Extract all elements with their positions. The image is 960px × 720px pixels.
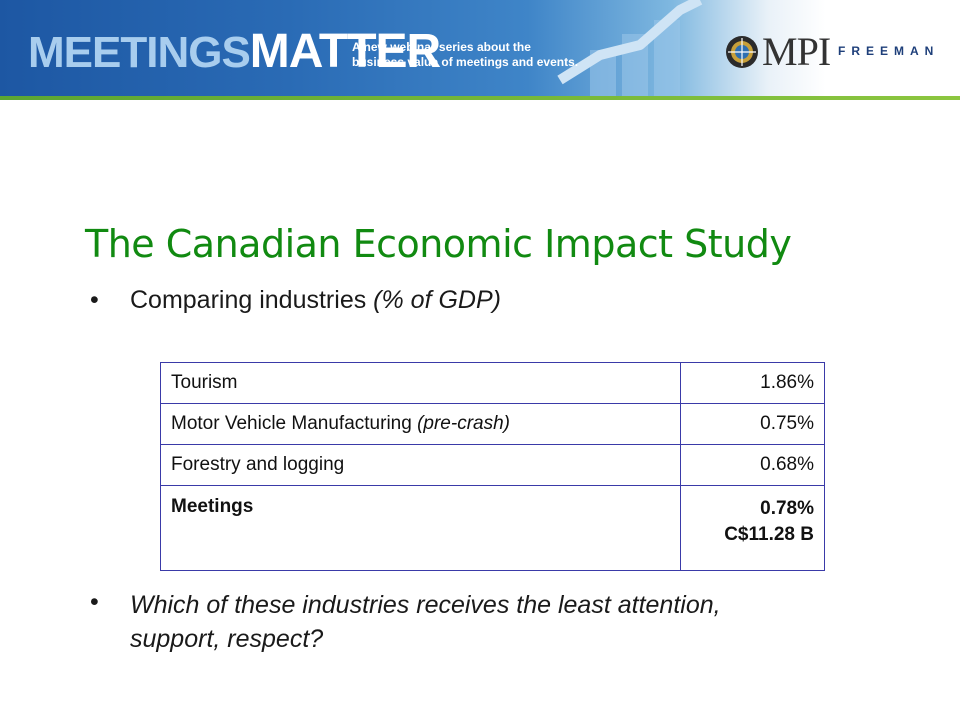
brand-logo: MEETINGS MATTER	[28, 24, 441, 78]
bullet-text: Comparing industries (% of GDP)	[130, 286, 501, 315]
brand-word-light: MEETINGS	[28, 28, 251, 77]
header-banner: MEETINGS MATTER A new webinar series abo…	[0, 0, 960, 100]
bullet-comparing-industries: • Comparing industries (% of GDP)	[90, 286, 710, 318]
industry-name: Forestry and logging	[171, 454, 345, 475]
bullet-dot: •	[90, 286, 99, 314]
industry-qualifier: (pre-crash)	[417, 413, 510, 434]
industry-name: Motor Vehicle Manufacturing	[171, 413, 418, 434]
meetings-gdp-percent: 0.78%	[760, 498, 814, 519]
meetings-gdp-dollars: C$11.28 B	[724, 524, 814, 545]
globe-icon	[726, 35, 758, 68]
gdp-share-value: 1.86%	[680, 362, 825, 404]
industry-gdp-table: Tourism 1.86% Motor Vehicle Manufacturin…	[160, 362, 825, 571]
banner-tagline: A new webinar series about the business …	[352, 40, 602, 70]
industry-label: Motor Vehicle Manufacturing (pre-crash)	[160, 403, 681, 445]
industry-name: Tourism	[171, 372, 238, 393]
mpi-wordmark: MPI	[762, 29, 831, 74]
bullet-text-main: Comparing industries	[130, 286, 374, 314]
table-row: Forestry and logging 0.68%	[160, 444, 825, 486]
gdp-share-value: 0.78% C$11.28 B	[680, 485, 825, 571]
freeman-wordmark: FREEMAN	[838, 44, 940, 58]
gdp-share-value: 0.68%	[680, 444, 825, 486]
industry-label: Tourism	[160, 362, 681, 404]
bullet-question: • Which of these industries receives the…	[90, 588, 810, 658]
table-row: Meetings 0.78% C$11.28 B	[160, 485, 825, 571]
table-row: Motor Vehicle Manufacturing (pre-crash) …	[160, 403, 825, 445]
bullet-dot: •	[90, 588, 99, 616]
gdp-share-value: 0.75%	[680, 403, 825, 445]
tagline-line-1: A new webinar series about the	[352, 40, 531, 54]
industry-name: Meetings	[171, 496, 254, 517]
table-row: Tourism 1.86%	[160, 362, 825, 404]
bullet-text: Which of these industries receives the l…	[130, 591, 721, 653]
tagline-line-2: business value of meetings and events.	[352, 55, 579, 69]
industry-label: Forestry and logging	[160, 444, 681, 486]
slide-title: The Canadian Economic Impact Study	[85, 222, 792, 266]
industry-label: Meetings	[160, 485, 681, 571]
brand-word-bold: MATTER	[249, 25, 441, 78]
bullet-unit-note: (% of GDP)	[373, 286, 501, 314]
mpi-logo: MPI	[724, 28, 831, 75]
banner-divider	[0, 96, 960, 100]
